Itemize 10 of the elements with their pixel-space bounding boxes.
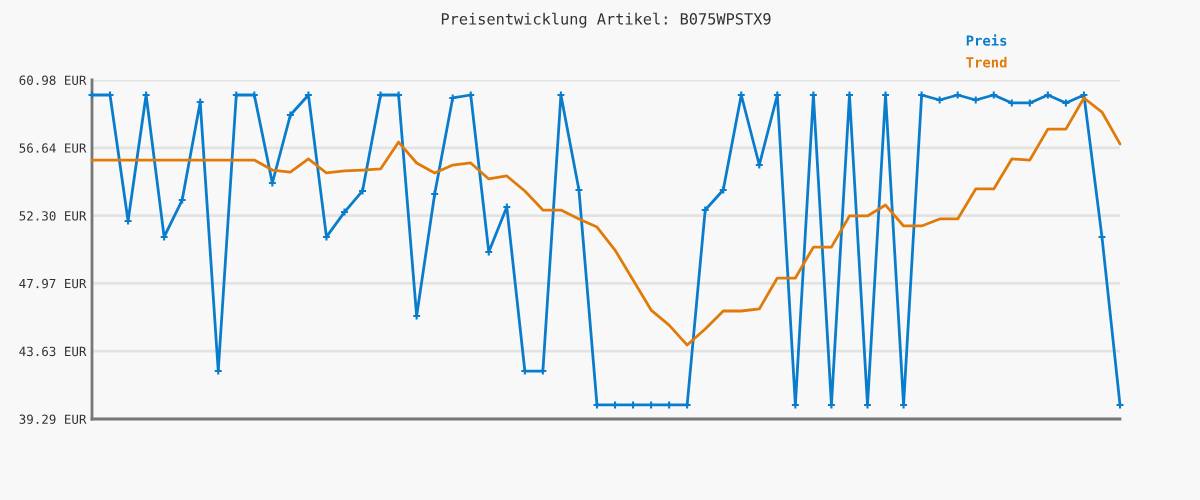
- text: Trend: [966, 56, 1007, 68]
- text: Preis: [966, 34, 1007, 46]
- y-tick-label: 47.97 EUR: [19, 278, 87, 289]
- y-tick-label: 56.64 EUR: [19, 143, 87, 153]
- y-tick-label: 52.30 EUR: [19, 211, 87, 221]
- y-tick-label: 39.29 EUR: [19, 414, 87, 424]
- y-tick-label: 60.98 EUR: [19, 75, 87, 85]
- chart-title: Preisentwicklung Artikel: B075WPSTX9: [441, 12, 771, 28]
- line-series: [90, 96, 1122, 347]
- y-tick-label: 43.63 EUR: [19, 346, 87, 357]
